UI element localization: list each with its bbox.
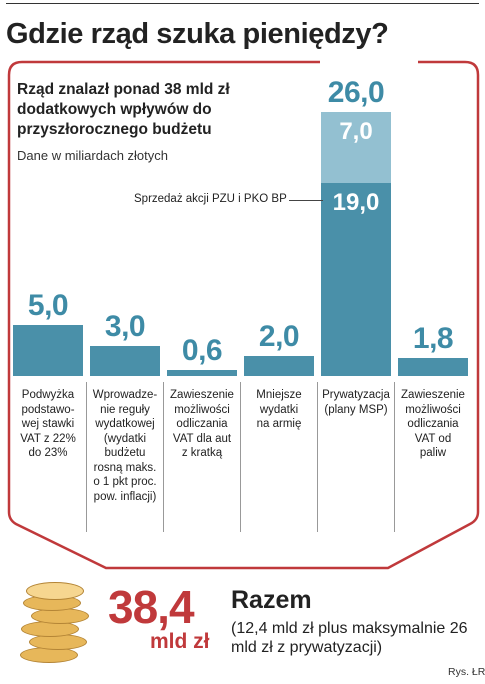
unit-note: Dane w miliardach złotych <box>17 148 169 163</box>
category-label: Prywatyzacja (plany MSP) <box>322 389 390 416</box>
total-note: (12,4 mld zł plus maksymalnie 26 mld zł … <box>231 620 468 656</box>
bar-value-label: 1,8 <box>412 321 454 355</box>
top-rule <box>6 3 479 4</box>
total-label: Razem <box>231 586 312 614</box>
bar-value-label: 2,0 <box>258 319 300 353</box>
category-separator <box>240 382 241 532</box>
chart-subtitle: Rząd znalazł ponad 38 mld zł dodatkowych… <box>17 81 230 138</box>
segment-value-label: 7,0 <box>339 118 373 145</box>
bar <box>13 325 83 376</box>
privatization-segment-label: Sprzedaż akcji PZU i PKO BP <box>134 193 287 205</box>
bar <box>90 345 160 376</box>
category-separator <box>317 382 318 532</box>
bar-value-label: 5,0 <box>27 289 69 323</box>
callout-line <box>289 200 323 201</box>
page-title: Gdzie rząd szuka pieniędzy? <box>6 18 389 50</box>
bar-value-label: 0,6 <box>181 333 223 367</box>
segment-value-label: 19,0 <box>332 189 380 217</box>
bar-value-label: 26,0 <box>327 76 385 109</box>
total-value: 38,4 <box>108 581 195 633</box>
category-label: Zawieszenie możliwości odliczania VAT dla a… <box>170 389 234 459</box>
bar-privatization-shares <box>321 183 391 376</box>
category-label: Mniejsze wydatki na armię <box>256 389 302 430</box>
category-label: Podwyżka podstawo-wej stawki VAT z 22% do 2… <box>20 389 76 459</box>
category-label: Wprowadze-nie reguły wydatkowej (wydatki bu… <box>92 389 158 503</box>
source-credit: Rys. ŁR <box>448 666 485 678</box>
bar-privatization-rest <box>321 112 391 184</box>
bar-value-label: 3,0 <box>104 309 146 343</box>
category-separator <box>163 382 164 532</box>
category-separator <box>394 382 395 532</box>
category-separator <box>86 382 87 532</box>
bar <box>398 357 468 376</box>
bar <box>167 369 237 376</box>
category-label: Zawieszenie możliwości odliczania VAT od pal… <box>401 389 465 459</box>
bar <box>244 355 314 376</box>
total-unit: mld zł <box>150 630 210 653</box>
